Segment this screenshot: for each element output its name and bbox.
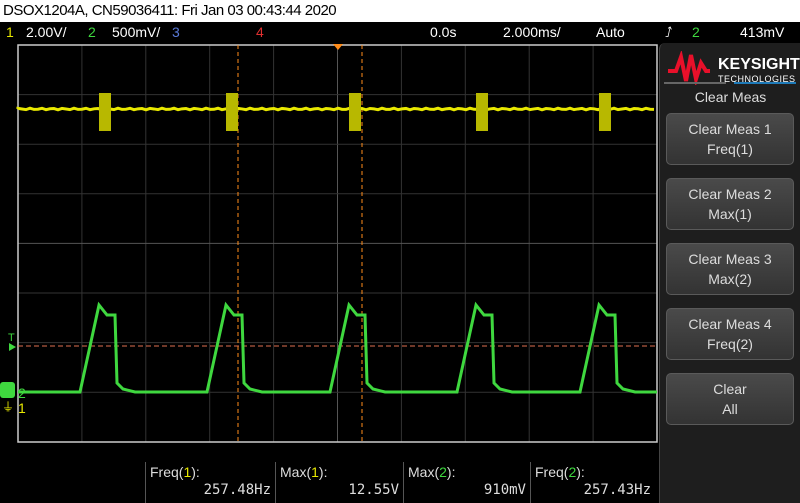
softkey-line1: Clear Meas 4: [688, 316, 772, 332]
measurement-bar: Freq(1): 257.48Hz Max(1): 12.55V Max(2): 910m…: [0, 462, 659, 503]
softkey-panel: KEYSIGHT TECHNOLOGIES Clear Meas Clear M…: [659, 43, 800, 503]
panel-title: Clear Meas: [694, 89, 767, 105]
measurement-3: Max(2): 910mV: [403, 462, 530, 503]
meas-name: Freq: [535, 464, 564, 480]
ch1-trace: [16, 106, 655, 112]
ground-icon: ⏚: [2, 400, 14, 414]
trigger-level[interactable]: 413mV: [740, 24, 785, 40]
ch2-ground-marker[interactable]: [0, 382, 15, 398]
meas-channel: 1: [311, 464, 319, 480]
ch1-scale[interactable]: 2.00V/: [26, 24, 67, 40]
ch2-scale[interactable]: 500mV/: [112, 24, 161, 40]
meas-channel: 2: [568, 464, 577, 480]
softkey-line1: Clear Meas 3: [688, 251, 772, 267]
softkey-line2: All: [722, 401, 738, 417]
softkey-2[interactable]: Clear Meas 2 Max(1): [666, 178, 794, 230]
softkey-3[interactable]: Clear Meas 3 Max(2): [666, 243, 794, 295]
ch2-trace: [18, 301, 657, 394]
softkey-line2: Freq(1): [707, 141, 753, 157]
time-delay[interactable]: 0.0s: [430, 24, 457, 40]
trigger-marker: T: [8, 332, 15, 344]
softkey-4[interactable]: Clear Meas 4 Freq(2): [666, 308, 794, 360]
meas-value: 910mV: [483, 482, 526, 498]
brand-sub: TECHNOLOGIES: [718, 74, 796, 84]
ch1-burst: [599, 93, 611, 131]
meas-name: Freq: [150, 464, 179, 480]
status-bar: 1 2.00V/ 2 500mV/ 3 4 0.0s 2.000ms/ Auto…: [0, 22, 800, 43]
ch1-burst: [99, 93, 111, 131]
ch4-label[interactable]: 4: [256, 24, 264, 40]
ch1-label[interactable]: 1: [6, 24, 14, 40]
ch1-marker: 1: [18, 400, 26, 416]
measurement-1: Freq(1): 257.48Hz: [145, 462, 275, 503]
meas-name: Max: [408, 464, 435, 480]
measurement-2: Max(1): 12.55V: [275, 462, 403, 503]
softkey-5[interactable]: Clear All: [666, 373, 794, 425]
waveform-display[interactable]: T 2 1 ⏚: [0, 43, 659, 462]
ch2-label[interactable]: 2: [88, 24, 96, 40]
window-title: DSOX1204A, CN59036411: Fri Jan 03 00:43:…: [0, 0, 800, 22]
trigger-position-marker[interactable]: [333, 44, 343, 50]
trigger-mode[interactable]: Auto: [596, 24, 625, 40]
softkey-line1: Clear Meas 1: [688, 121, 772, 137]
keysight-logo: KEYSIGHT TECHNOLOGIES: [668, 49, 800, 89]
keysight-wave-icon: [668, 51, 710, 85]
ch1-burst: [226, 93, 238, 131]
softkey-line1: Clear Meas 2: [688, 186, 772, 202]
softkey-line2: Max(1): [708, 206, 752, 222]
ch3-label[interactable]: 3: [172, 24, 180, 40]
measurement-4: Freq(2): 257.43Hz: [530, 462, 655, 503]
meas-name: Max: [280, 464, 307, 480]
meas-value: 257.43Hz: [583, 482, 651, 498]
rising-edge-icon: ⭜: [665, 24, 673, 40]
softkey-line2: Max(2): [708, 271, 752, 287]
meas-channel: 1: [183, 464, 192, 480]
softkey-1[interactable]: Clear Meas 1 Freq(1): [666, 113, 794, 165]
trigger-arrow-icon: [9, 343, 16, 351]
meas-channel: 2: [439, 464, 447, 480]
brand-name: KEYSIGHT: [718, 56, 800, 73]
softkey-line1: Clear: [713, 381, 747, 397]
meas-value: 12.55V: [348, 482, 399, 498]
graticule: [18, 45, 657, 442]
time-scale[interactable]: 2.000ms/: [503, 24, 561, 40]
ch1-burst: [349, 93, 361, 131]
ch1-burst: [476, 93, 488, 131]
meas-value: 257.48Hz: [203, 482, 271, 498]
trigger-source[interactable]: 2: [692, 24, 700, 40]
ch2-marker: 2: [18, 385, 26, 401]
ch1-ringing: [99, 93, 611, 131]
softkey-line2: Freq(2): [707, 336, 753, 352]
